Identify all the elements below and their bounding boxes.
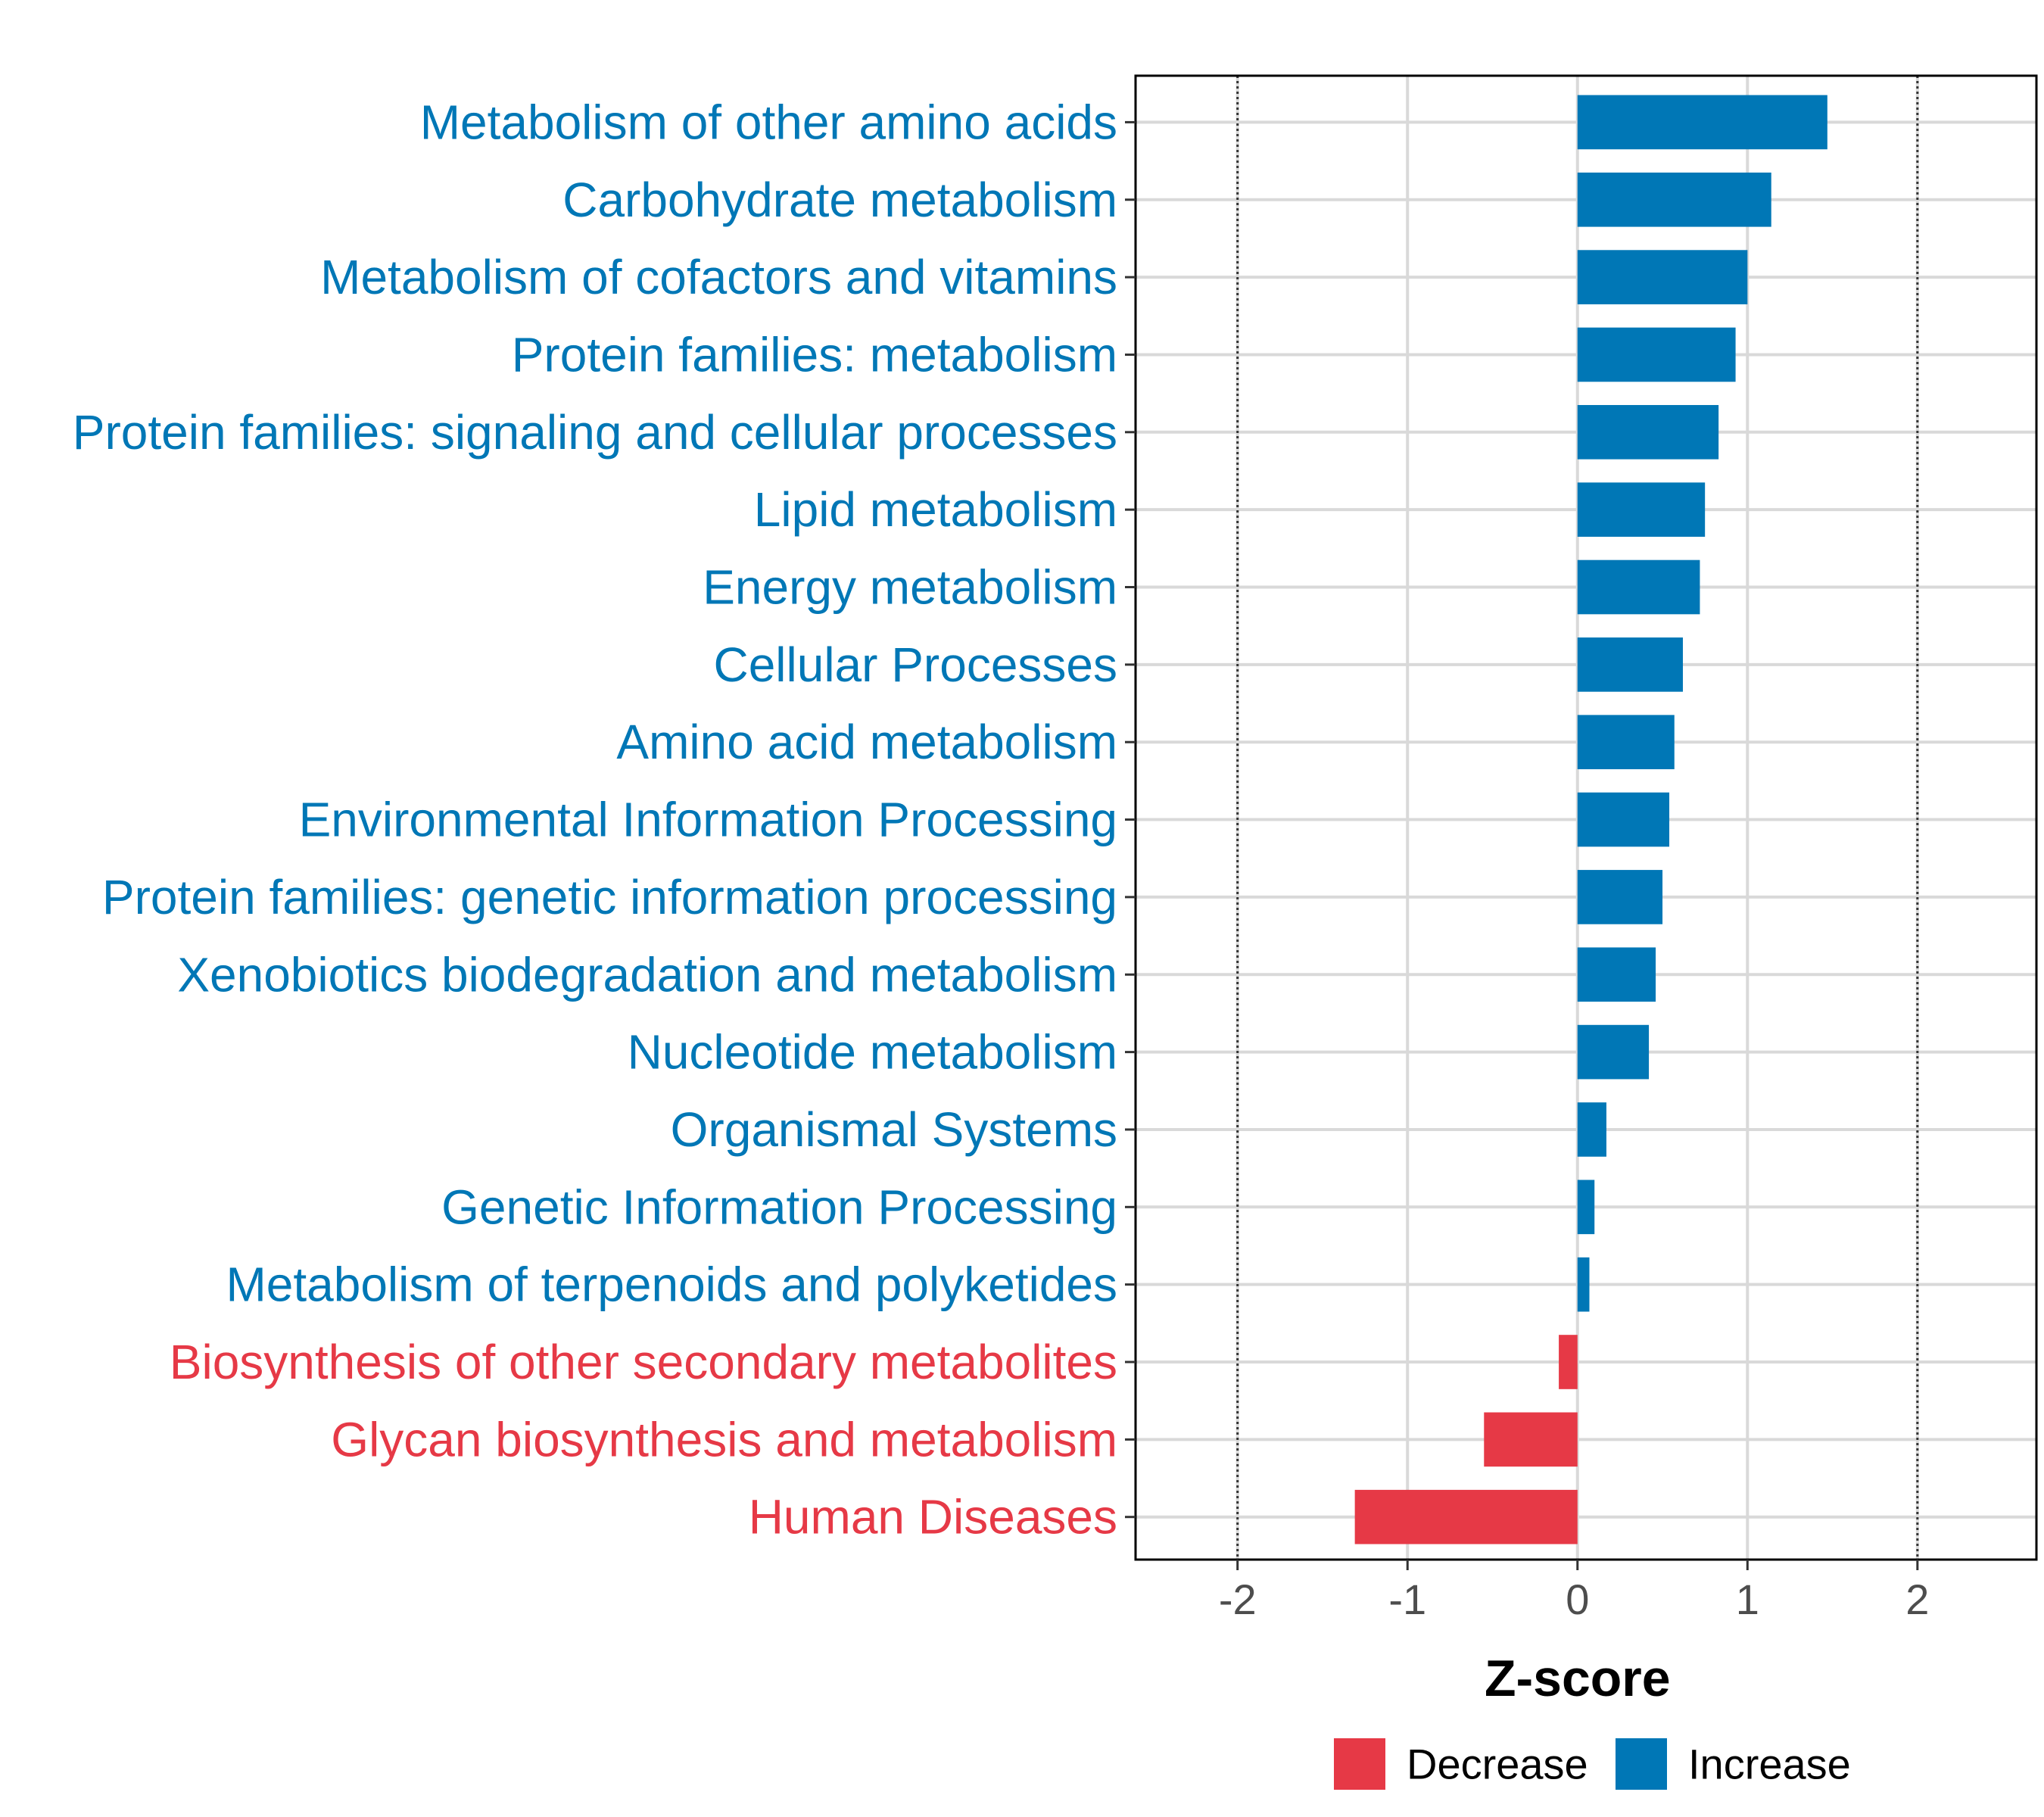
bar — [1577, 792, 1670, 847]
category-label: Xenobiotics biodegradation and metabolis… — [177, 947, 1117, 1002]
category-label: Protein families: metabolism — [512, 327, 1117, 382]
legend-swatch — [1616, 1738, 1667, 1790]
bar — [1577, 172, 1771, 227]
bar — [1577, 637, 1683, 692]
bar — [1577, 559, 1700, 615]
category-label: Lipid metabolism — [754, 482, 1117, 537]
category-label: Biosynthesis of other secondary metaboli… — [170, 1335, 1117, 1389]
bar — [1577, 1024, 1650, 1080]
category-label: Energy metabolism — [703, 560, 1117, 615]
category-label: Nucleotide metabolism — [628, 1025, 1117, 1080]
bar — [1354, 1489, 1578, 1544]
category-label: Metabolism of terpenoids and polyketides — [226, 1258, 1117, 1312]
legend-swatch — [1334, 1738, 1385, 1790]
category-label: Environmental Information Processing — [299, 793, 1117, 847]
bar — [1577, 250, 1748, 304]
bar — [1577, 482, 1706, 537]
bar — [1577, 404, 1719, 460]
legend-label: Increase — [1688, 1741, 1851, 1788]
category-label: Metabolism of other amino acids — [420, 95, 1117, 149]
bar — [1577, 1180, 1595, 1235]
bar — [1577, 1102, 1606, 1157]
x-tick-label: -1 — [1388, 1575, 1426, 1623]
bar — [1577, 95, 1827, 150]
category-label: Amino acid metabolism — [616, 715, 1117, 769]
category-label: Organismal Systems — [671, 1102, 1117, 1157]
x-tick-label: 0 — [1566, 1575, 1589, 1623]
category-label: Metabolism of cofactors and vitamins — [320, 250, 1117, 304]
bar — [1577, 870, 1663, 924]
category-label: Human Diseases — [749, 1490, 1117, 1544]
reference-lines — [1236, 76, 1919, 1560]
bar — [1577, 327, 1736, 382]
x-axis: -2 -1 0 1 2 — [1219, 1560, 1929, 1623]
category-label: Protein families: signaling and cellular… — [73, 405, 1117, 460]
category-label: Genetic Information Processing — [441, 1180, 1117, 1234]
x-tick-label: -2 — [1219, 1575, 1257, 1623]
panel-border — [1134, 74, 2038, 1561]
category-label: Cellular Processes — [713, 637, 1117, 692]
bar — [1577, 1257, 1590, 1312]
bar — [1577, 947, 1656, 1002]
y-axis: Metabolism of other amino acids Carbohydr… — [73, 95, 1136, 1544]
bar — [1559, 1335, 1578, 1389]
bar — [1577, 715, 1675, 770]
category-label: Protein families: genetic information pr… — [102, 870, 1117, 924]
bar — [1484, 1412, 1578, 1467]
x-tick-label: 1 — [1736, 1575, 1759, 1623]
x-tick-label: 2 — [1905, 1575, 1929, 1623]
legend-label: Decrease — [1407, 1741, 1588, 1788]
category-label: Carbohydrate metabolism — [562, 173, 1117, 227]
legend: Decrease Increase — [1334, 1738, 1851, 1790]
bars-layer — [1354, 95, 1827, 1544]
x-axis-title: Z-score — [1485, 1650, 1671, 1707]
category-label: Glycan biosynthesis and metabolism — [331, 1412, 1117, 1466]
